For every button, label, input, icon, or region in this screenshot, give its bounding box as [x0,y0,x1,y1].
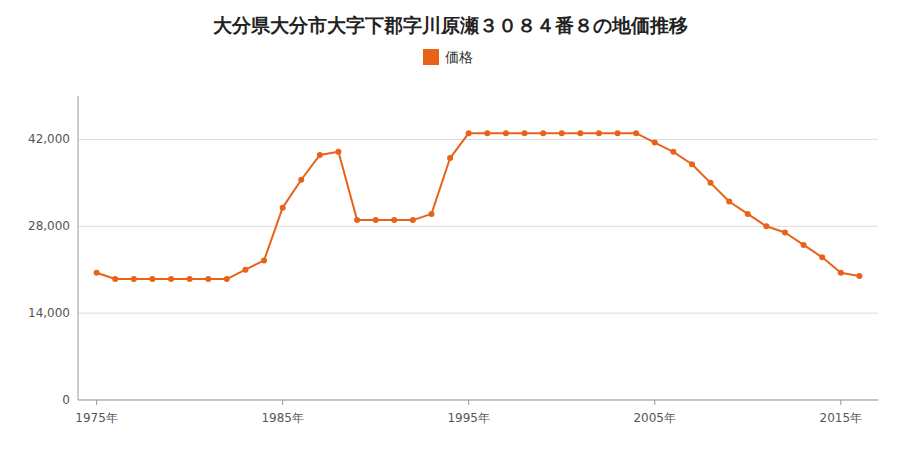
marker [298,177,304,183]
x-tick [468,400,469,405]
grid-line [78,313,878,314]
y-tick-label: 14,000 [28,306,70,320]
marker [447,155,453,161]
x-tick-label: 2005年 [633,411,676,425]
marker [559,130,565,136]
marker [428,211,434,217]
marker [838,270,844,276]
marker [484,130,490,136]
marker [466,130,472,136]
title: 大分県大分市大字下郡字川原瀬３０８４番８の地価推移 [213,14,688,36]
marker [335,149,341,155]
legend: 価格 [423,49,473,65]
marker [112,276,118,282]
x-tick [96,400,97,405]
x-tick-label: 1975年 [75,411,118,425]
line [97,133,860,279]
x-tick-label: 2015年 [820,411,863,425]
marker [633,130,639,136]
marker [801,242,807,248]
marker [391,217,397,223]
marker [187,276,193,282]
marker [224,276,230,282]
marker [708,180,714,186]
marker [689,161,695,167]
grid-line [78,226,878,227]
chart: 大分県大分市大字下郡字川原瀬３０８４番８の地価推移価格 0 14,000 28,000… [0,0,900,450]
plot-area [94,130,863,282]
marker [149,276,155,282]
x-tick [282,400,283,405]
marker [856,273,862,279]
x-tick-label: 1985年 [261,411,304,425]
marker [317,152,323,158]
marker [354,217,360,223]
x-tick [840,400,841,405]
y-tick-label: 0 [62,393,70,407]
y-tick-label: 42,000 [28,132,70,146]
marker [280,205,286,211]
marker [577,130,583,136]
grid-line [78,139,878,140]
marker [205,276,211,282]
x-axis: 1975年 1985年 1995年 2005年 2015年 [75,400,878,425]
y-axis: 0 14,000 28,000 42,000 [28,96,878,407]
marker [503,130,509,136]
marker [596,130,602,136]
y-tick-label: 28,000 [28,219,70,233]
marker [94,270,100,276]
x-axis-line [78,400,878,401]
marker [652,140,658,146]
marker [819,254,825,260]
marker [373,217,379,223]
marker [522,130,528,136]
marker [745,211,751,217]
marker [782,229,788,235]
marker [168,276,174,282]
marker [763,223,769,229]
marker [131,276,137,282]
marker [615,130,621,136]
marker [726,198,732,204]
marker [242,267,248,273]
marker [670,149,676,155]
legend-swatch [423,49,439,65]
grid-line [78,400,878,401]
background [0,0,900,450]
marker [410,217,416,223]
legend-label: 価格 [445,49,473,65]
y-axis-line [78,96,79,400]
x-tick [654,400,655,405]
marker [261,257,267,263]
x-tick-label: 1995年 [447,411,490,425]
marker [540,130,546,136]
